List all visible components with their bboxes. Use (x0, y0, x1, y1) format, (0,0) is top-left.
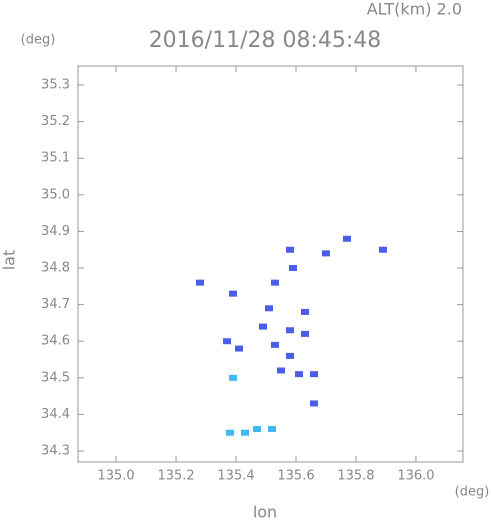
echo-point (226, 429, 235, 436)
x-tick-label: 135.6 (277, 469, 314, 484)
chart-title: 2016/11/28 08:45:48 (149, 28, 382, 53)
y-unit: (deg) (21, 33, 56, 48)
echo-point (196, 279, 205, 286)
echo-point (223, 338, 232, 345)
echo-point (265, 305, 274, 312)
y-tick-label: 35.0 (41, 187, 70, 202)
x-tick-label: 135.2 (157, 469, 194, 484)
echo-point (285, 246, 294, 253)
x-tick-label: 136.0 (397, 469, 434, 484)
echo-point (321, 250, 330, 257)
echo-point (294, 371, 303, 378)
echo-point (285, 327, 294, 334)
echo-point (235, 345, 244, 352)
x-tick-label: 135.8 (337, 469, 374, 484)
echo-point (300, 308, 309, 315)
echo-point (309, 371, 318, 378)
echo-point (270, 279, 279, 286)
echo-point (229, 374, 238, 381)
echo-point (342, 235, 351, 242)
echo-point (276, 367, 285, 374)
echo-point (241, 429, 250, 436)
y-axis-label: lat (0, 250, 19, 271)
y-tick-label: 34.9 (41, 224, 70, 239)
y-tick-label: 34.4 (41, 407, 70, 422)
echo-point (267, 426, 276, 433)
echo-point (259, 323, 268, 330)
altitude-label: ALT(km) 2.0 (367, 0, 462, 19)
y-tick-label: 34.7 (41, 297, 70, 312)
x-tick-label: 135.0 (97, 469, 134, 484)
x-tick-label: 135.4 (217, 469, 254, 484)
echo-point (285, 352, 294, 359)
echo-point (300, 330, 309, 337)
y-tick-label: 34.6 (41, 334, 70, 349)
y-tick-label: 34.3 (41, 444, 70, 459)
echo-point (288, 265, 297, 272)
x-unit: (deg) (455, 485, 490, 500)
y-tick-label: 35.1 (41, 151, 70, 166)
y-tick-label: 34.5 (41, 370, 70, 385)
echo-point (229, 290, 238, 297)
echo-point (309, 400, 318, 407)
y-tick-label: 35.3 (41, 78, 70, 93)
x-axis-label: lon (253, 503, 277, 521)
echo-point (378, 246, 387, 253)
y-tick-label: 34.8 (41, 261, 70, 276)
y-tick-label: 35.2 (41, 114, 70, 129)
echo-point (253, 426, 262, 433)
plot-frame (77, 65, 464, 463)
echo-point (270, 341, 279, 348)
